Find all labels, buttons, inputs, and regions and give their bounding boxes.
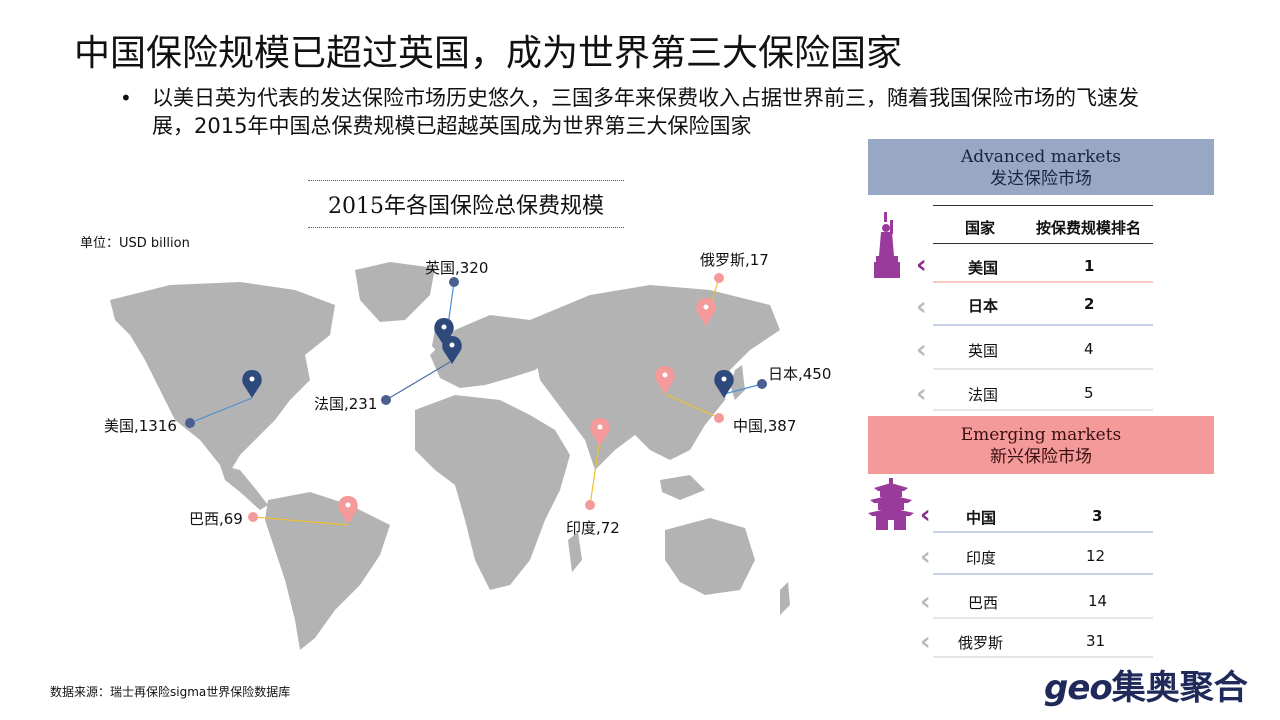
emg-row-3-country: 巴西 [968, 594, 999, 612]
chevron-left-icon: ‹ [920, 627, 931, 657]
chevron-left-icon: ‹ [916, 335, 927, 365]
pagoda-icon [868, 478, 914, 530]
emg-row-1-rule [933, 531, 1153, 533]
usa-pin-icon [242, 370, 262, 398]
map-title: 2015年各国保险总保费规模 [328, 194, 604, 219]
adv-row-4-country: 法国 [968, 386, 999, 404]
emerging-title-cn: 新兴保险市场 [990, 447, 1092, 467]
china-label: 中国,387 [733, 417, 797, 435]
unit-label: 单位：USD billion [80, 236, 190, 251]
adv-row-1-rank: 1 [1084, 257, 1095, 275]
map-title-box: 2015年各国保险总保费规模 [308, 180, 624, 228]
table-header-rule [933, 243, 1153, 244]
emg-row-3-rule [933, 617, 1153, 619]
france-dot [381, 395, 391, 405]
bullet-symbol: • [120, 86, 132, 110]
leader-lines [185, 273, 767, 526]
france-label: 法国,231 [314, 395, 378, 413]
emg-row-1-rank: 3 [1092, 507, 1103, 525]
brand-cn: 集奥聚合 [1111, 668, 1248, 708]
india-dot [585, 500, 595, 510]
usa-label: 美国,1316 [104, 417, 177, 435]
russia-dot [714, 273, 724, 283]
brand-latin: geo [1044, 668, 1113, 708]
table-top-rule [933, 205, 1153, 206]
brazil-label: 巴西,69 [189, 510, 243, 528]
india-pin-icon [590, 418, 610, 446]
emg-row-4-rule [933, 656, 1153, 658]
adv-row-2-rank: 2 [1084, 295, 1095, 313]
adv-row-3-country: 英国 [968, 342, 999, 360]
adv-row-2-country: 日本 [968, 297, 999, 315]
uk-pin-icon [434, 318, 454, 346]
chevron-left-icon: ‹ [916, 250, 927, 280]
uk-dot [449, 277, 459, 287]
emerging-title-en: Emerging markets [960, 425, 1122, 445]
china-leader [664, 393, 720, 419]
usa-leader [189, 397, 253, 424]
chevron-left-icon: ‹ [920, 542, 931, 572]
emg-row-2-country: 印度 [966, 549, 997, 567]
emg-row-2-rule [933, 573, 1153, 575]
bullet-text: 以美日英为代表的发达保险市场历史悠久，三国多年来保费收入占据世界前三，随着我国保… [152, 86, 1139, 138]
chevron-left-icon: ‹ [920, 587, 931, 617]
brazil-dot [248, 512, 258, 522]
russia-label: 俄罗斯,17 [700, 251, 769, 269]
japan-pin-icon [714, 370, 734, 398]
data-source: 数据来源：瑞士再保险sigma世界保险数据库 [50, 685, 291, 699]
adv-row-3-rule [933, 368, 1153, 370]
emg-row-1-country: 中国 [966, 509, 997, 527]
advanced-title-en: Advanced markets [960, 147, 1121, 167]
emerging-markets-header: Emerging markets 新兴保险市场 [868, 416, 1214, 474]
japan-leader [723, 383, 763, 395]
adv-row-1-rule [933, 281, 1153, 283]
emg-row-4-country: 俄罗斯 [958, 634, 1004, 652]
brazil-leader [252, 516, 349, 526]
adv-row-2-rule [933, 324, 1153, 326]
india-leader [589, 444, 600, 506]
emg-row-2-rank: 12 [1086, 547, 1106, 565]
map-pins [242, 298, 734, 524]
adv-row-3-rank: 4 [1084, 340, 1094, 358]
adv-row-4-rule [933, 409, 1153, 411]
col-country-header: 国家 [965, 219, 996, 237]
statue-of-liberty-icon [874, 212, 900, 278]
leader-dots [185, 273, 767, 522]
japan-label: 日本,450 [768, 365, 832, 383]
advanced-title-cn: 发达保险市场 [990, 169, 1092, 189]
china-pin-icon [655, 366, 675, 394]
russia-pin-icon [696, 298, 716, 326]
japan-dot [757, 379, 767, 389]
chevron-left-icon: ‹ [916, 292, 927, 322]
col-rank-header: 按保费规模排名 [1036, 219, 1142, 237]
adv-row-1-country: 美国 [968, 259, 999, 277]
chevron-left-icon: ‹ [920, 500, 931, 530]
france-pin-icon [442, 336, 462, 364]
china-dot [714, 413, 724, 423]
chevron-left-icon: ‹ [916, 379, 927, 409]
india-label: 印度,72 [566, 519, 620, 537]
usa-dot [185, 418, 195, 428]
france-leader [385, 361, 451, 401]
advanced-markets-header: Advanced markets 发达保险市场 [868, 139, 1214, 195]
page-title: 中国保险规模已超过英国，成为世界第三大保险国家 [74, 33, 903, 74]
uk-label: 英国,320 [425, 259, 489, 277]
adv-row-4-rank: 5 [1084, 384, 1094, 402]
brazil-pin-icon [338, 496, 358, 524]
brand-logo: geo集奥聚合 [1044, 660, 1248, 709]
emg-row-4-rank: 31 [1086, 632, 1106, 650]
emg-row-3-rank: 14 [1088, 592, 1108, 610]
